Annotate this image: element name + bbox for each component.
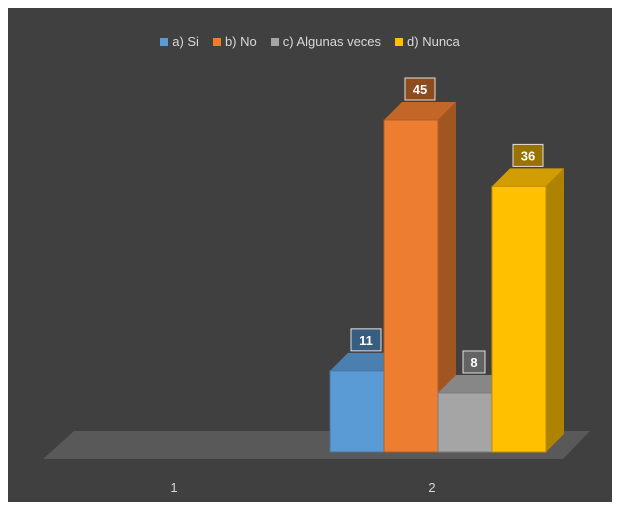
legend-swatch bbox=[212, 37, 221, 46]
data-label-value: 8 bbox=[470, 355, 477, 370]
bar-front bbox=[329, 370, 385, 453]
bar-front bbox=[491, 185, 547, 453]
legend-swatch bbox=[395, 37, 404, 46]
x-tick-label: 2 bbox=[428, 480, 435, 495]
legend-swatch bbox=[160, 37, 169, 46]
legend: a) Si b) No c) Algunas veces d) Nunca bbox=[8, 34, 612, 49]
data-label-value: 11 bbox=[359, 333, 373, 348]
bar-group bbox=[329, 102, 564, 453]
bar-top bbox=[384, 102, 456, 120]
legend-label: a) Si bbox=[172, 34, 199, 49]
bar-d-nunca-cat-2 bbox=[491, 168, 564, 453]
bar-b-no-cat-2 bbox=[383, 102, 456, 453]
data-label-value: 36 bbox=[521, 148, 535, 163]
legend-label: b) No bbox=[224, 34, 257, 49]
data-label-box bbox=[350, 328, 382, 352]
bar-top bbox=[492, 168, 564, 187]
legend-label: c) Algunas veces bbox=[282, 34, 382, 49]
data-label: 11 bbox=[350, 328, 382, 352]
bar-side bbox=[546, 168, 564, 452]
data-label-box bbox=[462, 350, 486, 374]
legend-swatch bbox=[270, 37, 279, 46]
data-label-value: 45 bbox=[413, 82, 427, 97]
x-tick-label: 1 bbox=[170, 480, 177, 495]
legend-item: b) No bbox=[212, 34, 257, 49]
data-label-group: 11 45 8 36 bbox=[350, 77, 544, 374]
legend-label: d) Nunca bbox=[407, 34, 460, 49]
legend-item: a) Si bbox=[160, 34, 199, 49]
data-label-box bbox=[512, 143, 544, 167]
bar-side bbox=[438, 102, 456, 452]
bar-front bbox=[437, 392, 493, 453]
data-label: 8 bbox=[462, 350, 486, 374]
legend-item: d) Nunca bbox=[395, 34, 460, 49]
data-label: 45 bbox=[404, 77, 436, 101]
legend-item: c) Algunas veces bbox=[270, 34, 382, 49]
bar-front bbox=[383, 119, 439, 453]
data-label-box bbox=[404, 77, 436, 101]
data-label: 36 bbox=[512, 143, 544, 167]
